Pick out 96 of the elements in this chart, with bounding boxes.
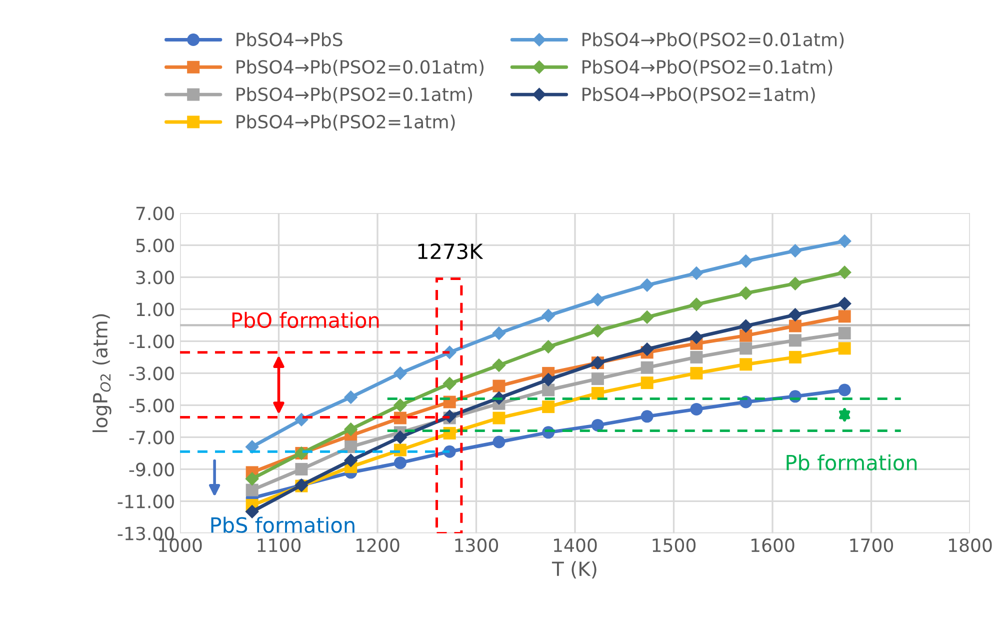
point	[738, 254, 753, 268]
point	[640, 310, 654, 324]
point	[492, 436, 506, 448]
point	[541, 340, 556, 354]
point	[838, 310, 851, 323]
point	[591, 372, 604, 386]
point	[838, 326, 851, 340]
y-tick-label: -9.00	[129, 462, 174, 476]
legend-label: PbSO4→PbS	[236, 32, 342, 46]
x-tick-label: 1800	[949, 538, 992, 552]
x-tick-label: 1700	[850, 538, 894, 552]
point	[838, 234, 852, 248]
point	[738, 286, 753, 300]
y-tick-label: -11.00	[118, 494, 174, 508]
legend-label: PbSO4→PbO(PSO2=1atm)	[582, 87, 815, 104]
point	[344, 390, 358, 404]
point	[640, 278, 654, 292]
x-tick-label: 1600	[752, 538, 794, 552]
point	[788, 308, 802, 322]
point	[838, 342, 851, 355]
point	[690, 350, 703, 364]
point	[740, 358, 752, 371]
y-tick-label: -1.00	[129, 334, 174, 348]
point	[542, 384, 555, 396]
point	[640, 376, 654, 390]
point	[591, 386, 604, 400]
point	[838, 384, 851, 396]
point	[344, 422, 358, 436]
point	[788, 276, 802, 290]
x-tick-label: 1100	[258, 538, 301, 552]
point	[492, 358, 506, 372]
point	[788, 350, 802, 364]
point	[294, 412, 308, 426]
point	[690, 330, 704, 344]
annotation: 1273K	[418, 243, 484, 260]
y-tick-label: -7.00	[129, 430, 174, 444]
point	[740, 342, 752, 355]
x-tick-label: 1000	[159, 538, 202, 552]
point	[690, 366, 703, 380]
point	[590, 292, 605, 306]
annotation: Pb formation	[786, 454, 917, 470]
point	[738, 319, 753, 333]
y-tick-label: -13.00	[118, 526, 174, 540]
point	[295, 462, 308, 476]
point	[393, 366, 408, 380]
legend-label: PbSO4→Pb(PSO2=1atm)	[236, 114, 455, 131]
point	[838, 266, 852, 280]
y-tick-label: -5.00	[129, 398, 174, 412]
annotation: PbS formation	[211, 516, 354, 533]
point	[492, 412, 506, 424]
annotation: PbO formation	[232, 312, 379, 328]
point	[344, 440, 358, 454]
point	[740, 329, 752, 342]
point	[690, 266, 704, 280]
x-tick-label: 1300	[455, 538, 498, 552]
legend-label: PbSO4→PbO(PSO2=0.1atm)	[582, 60, 832, 76]
point	[640, 342, 654, 356]
y-tick-label: 3.00	[136, 270, 174, 284]
point	[393, 430, 408, 444]
point	[542, 400, 555, 414]
y-tick-label: 1.00	[136, 302, 174, 316]
point	[690, 402, 703, 416]
point	[492, 326, 506, 340]
point	[541, 372, 556, 386]
point	[590, 324, 605, 338]
point	[245, 440, 259, 454]
x-tick-label: 1500	[652, 538, 696, 552]
point	[394, 456, 406, 470]
point	[640, 361, 654, 374]
point	[788, 244, 802, 258]
point	[788, 320, 802, 332]
point	[344, 454, 358, 468]
x-tick-label: 1400	[554, 538, 597, 552]
point	[838, 296, 852, 310]
x-axis-title: T (K)	[552, 561, 596, 578]
y-tick-label: -3.00	[129, 366, 174, 380]
legend-label: PbSO4→Pb(PSO2=0.1atm)	[236, 87, 472, 104]
point	[245, 504, 259, 518]
point	[591, 418, 604, 432]
point	[640, 410, 654, 423]
point	[690, 298, 704, 312]
point	[442, 376, 456, 390]
y-tick-label: 7.00	[136, 206, 174, 220]
point	[394, 412, 406, 424]
point	[788, 334, 802, 347]
x-tick-label: 1200	[356, 538, 400, 552]
point	[492, 380, 506, 392]
legend-label: PbSO4→PbO(PSO2=0.01atm)	[582, 32, 844, 48]
point	[541, 308, 556, 322]
point	[393, 398, 408, 412]
legend-label: PbSO4→Pb(PSO2=0.01atm)	[236, 60, 484, 76]
y-tick-label: 5.00	[136, 238, 174, 252]
y-axis-title: logP$_{O2}$ (atm)	[92, 314, 112, 432]
point	[245, 472, 259, 486]
point	[246, 484, 258, 496]
point	[394, 444, 406, 456]
